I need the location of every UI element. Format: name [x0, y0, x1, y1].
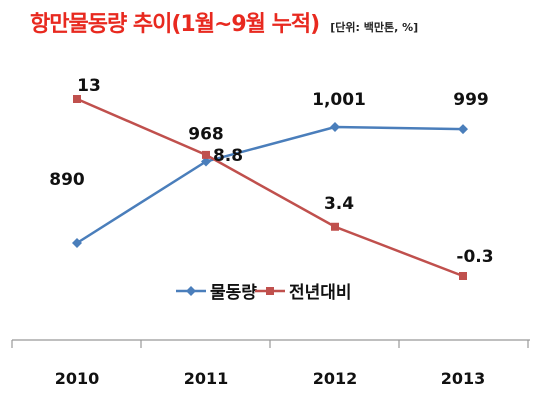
data-label-yoy-2010: 13 — [77, 76, 101, 96]
category-label-2013: 2013 — [441, 369, 486, 388]
diamond-marker-icon — [186, 286, 196, 296]
legend-item-volume: 물동량 — [176, 283, 257, 303]
data-label-yoy-2013: -0.3 — [456, 247, 493, 267]
chart-title-row: 항만물동량 추이(1월~9월 누적) [단위: 백만톤, %] — [30, 6, 418, 38]
data-point-volume-2012 — [330, 122, 340, 132]
data-point-volume-2011 — [201, 156, 211, 167]
data-label-volume-2011: 968 — [188, 124, 224, 144]
data-label-yoy-2011: 8.8 — [213, 146, 243, 166]
square-marker-icon — [266, 287, 274, 295]
data-label-yoy-2012: 3.4 — [324, 194, 354, 214]
legend-label-volume: 물동량 — [210, 283, 257, 303]
category-label-2010: 2010 — [55, 369, 100, 388]
data-point-volume-2013 — [458, 124, 468, 135]
category-label-2011: 2011 — [184, 369, 229, 388]
chart-unit: [단위: 백만톤, %] — [330, 21, 419, 34]
legend-item-yoy: 전년대비 — [255, 283, 352, 303]
data-point-yoy-2013 — [459, 272, 467, 280]
chart-title: 항만물동량 추이(1월~9월 누적) — [30, 12, 320, 37]
category-axis: 2010 2011 2012 2013 — [11, 339, 530, 388]
data-label-volume-2010: 890 — [49, 170, 85, 190]
data-point-yoy-2011 — [202, 150, 210, 159]
data-point-volume-2010 — [72, 238, 82, 248]
series-layer: 890 968 1,001 999 13 8.8 3.4 -0.3 — [49, 76, 494, 280]
data-label-volume-2013: 999 — [453, 90, 489, 110]
legend-label-yoy: 전년대비 — [289, 283, 352, 303]
series-line-yoy — [76, 97, 464, 278]
category-label-2012: 2012 — [313, 369, 358, 388]
legend: 물동량 전년대비 — [176, 283, 352, 303]
series-line-volume — [76, 125, 464, 245]
data-point-yoy-2012 — [331, 222, 339, 231]
data-label-volume-2012: 1,001 — [312, 90, 366, 110]
data-point-yoy-2010 — [73, 95, 81, 103]
